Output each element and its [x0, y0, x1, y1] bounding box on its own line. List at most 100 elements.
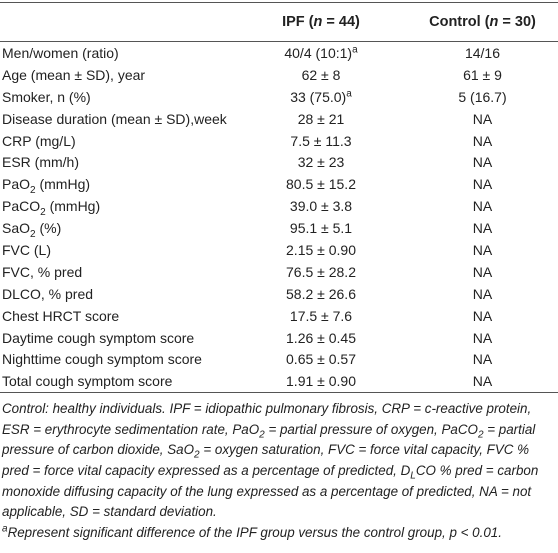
- text-run: NA: [472, 132, 493, 149]
- cell: 95.1 ± 5.1: [235, 217, 407, 239]
- text-run: NA: [472, 263, 493, 280]
- row-label: Daytime cough symptom score: [0, 327, 235, 349]
- text-run: 80.5 ± 15.2: [286, 176, 356, 193]
- sub-text: 2: [477, 429, 484, 441]
- text-run: Control (: [429, 14, 490, 30]
- text-run: CO % pred = carbon monoxide diffusing ca…: [2, 463, 539, 520]
- text-run: FVC (L): [2, 241, 51, 258]
- sub-text: 2: [30, 228, 36, 240]
- sup-text: a: [2, 523, 8, 535]
- row-label: PaCO2 (mmHg): [0, 195, 235, 217]
- sub-text: L: [410, 470, 416, 482]
- text-run: Represent significant difference of the …: [7, 524, 502, 540]
- text-run: NA: [472, 220, 493, 237]
- table-row: Chest HRCT score 17.5 ± 7.6 NA: [0, 305, 558, 327]
- row-label: CRP (mg/L): [0, 130, 235, 152]
- text-run: PaCO: [2, 198, 41, 215]
- text-run: (mmHg): [45, 198, 101, 215]
- sub-text: 2: [259, 429, 265, 441]
- cell: 5 (16.7): [407, 86, 558, 108]
- table-row: ESR (mm/h) 32 ± 23 NA: [0, 151, 558, 173]
- cell: 2.15 ± 0.90: [235, 239, 407, 261]
- sup-text: a: [346, 88, 352, 100]
- cell: 61 ± 9: [407, 64, 558, 86]
- table-row: SaO2 (%) 95.1 ± 5.1 NA: [0, 217, 558, 239]
- italic-text: n: [313, 14, 323, 30]
- cell: NA: [407, 217, 558, 239]
- text-run: Smoker, n (%): [2, 88, 91, 105]
- cell: 58.2 ± 26.6: [235, 283, 407, 305]
- cell: 62 ± 8: [235, 64, 407, 86]
- text-run: NA: [472, 285, 493, 302]
- text-run: Nighttime cough symptom score: [2, 351, 202, 368]
- text-run: = partial pressure of oxygen, PaCO: [264, 421, 478, 437]
- text-run: CRP (mg/L): [2, 132, 76, 149]
- text-run: 2.15 ± 0.90: [286, 241, 356, 258]
- cell: 80.5 ± 15.2: [235, 173, 407, 195]
- cell: 33 (75.0)a: [235, 86, 407, 108]
- header-cell: IPF (n = 44): [235, 3, 407, 42]
- row-label: FVC (L): [0, 239, 235, 261]
- cell: 32 ± 23: [235, 151, 407, 173]
- row-label: Men/women (ratio): [0, 42, 235, 64]
- sub-text: 2: [40, 206, 46, 218]
- text-run: 7.5 ± 11.3: [290, 132, 352, 149]
- cell: 28 ± 21: [235, 108, 407, 130]
- text-run: 5 (16.7): [458, 88, 507, 105]
- text-run: DLCO, % pred: [2, 285, 94, 302]
- table-row: FVC, % pred 76.5 ± 28.2 NA: [0, 261, 558, 283]
- sub-text: 2: [30, 185, 36, 197]
- table-header: IPF (n = 44) Control (n = 30): [0, 2, 558, 42]
- text-run: NA: [472, 329, 493, 346]
- cell: 17.5 ± 7.6: [235, 305, 407, 327]
- sub-text: 2: [194, 450, 200, 462]
- data-table: IPF (n = 44) Control (n = 30) Men/women (…: [0, 2, 558, 393]
- cell: NA: [407, 283, 558, 305]
- text-run: Disease duration (mean ± SD),week: [2, 110, 227, 127]
- text-run: IPF (: [282, 14, 314, 30]
- table-body: Men/women (ratio) 40/4 (10:1)a 14/16 Age (m…: [0, 42, 558, 393]
- cell: 7.5 ± 11.3: [235, 130, 407, 152]
- text-run: 14/16: [464, 44, 501, 61]
- text-run: = 44): [322, 14, 360, 30]
- text-run: Total cough symptom score: [2, 373, 173, 390]
- cell: 39.0 ± 3.8: [235, 195, 407, 217]
- header-cell: [0, 3, 235, 42]
- text-run: NA: [472, 154, 493, 171]
- text-run: NA: [472, 241, 493, 258]
- text-run: (%): [35, 220, 62, 237]
- text-run: Age (mean ± SD), year: [2, 66, 146, 83]
- cell: NA: [407, 305, 558, 327]
- italic-text: n: [489, 14, 499, 30]
- footnote: aRepresent significant difference of the…: [2, 523, 556, 544]
- text-run: = oxygen saturation, FVC = force vital c…: [2, 442, 530, 479]
- text-run: NA: [472, 373, 493, 390]
- table-row: Age (mean ± SD), year 62 ± 8 61 ± 9: [0, 64, 558, 86]
- cell: NA: [407, 108, 558, 130]
- cell: 40/4 (10:1)a: [235, 42, 407, 64]
- cell: NA: [407, 327, 558, 349]
- cell: 1.26 ± 0.45: [235, 327, 407, 349]
- table-row: FVC (L) 2.15 ± 0.90 NA: [0, 239, 558, 261]
- cell: NA: [407, 348, 558, 370]
- text-run: NA: [472, 351, 493, 368]
- text-run: 40/4 (10:1): [284, 44, 353, 61]
- text-run: 62 ± 8: [301, 66, 341, 83]
- table-row: Men/women (ratio) 40/4 (10:1)a 14/16: [0, 42, 558, 64]
- row-label: DLCO, % pred: [0, 283, 235, 305]
- text-run: = partial pressure of carbon dioxide, Sa…: [2, 421, 536, 458]
- cell: NA: [407, 261, 558, 283]
- row-label: FVC, % pred: [0, 261, 235, 283]
- footnote: Control: healthy individuals. IPF = idio…: [2, 399, 556, 523]
- text-run: NA: [472, 198, 493, 215]
- text-run: Men/women (ratio): [2, 44, 119, 61]
- table-row: Total cough symptom score 1.91 ± 0.90 NA: [0, 370, 558, 393]
- text-run: 58.2 ± 26.6: [286, 285, 356, 302]
- cell: NA: [407, 195, 558, 217]
- table-row: Nighttime cough symptom score 0.65 ± 0.57…: [0, 348, 558, 370]
- text-run: NA: [472, 307, 493, 324]
- row-label: ESR (mm/h): [0, 151, 235, 173]
- cell: 1.91 ± 0.90: [235, 370, 407, 392]
- text-run: 39.0 ± 3.8: [289, 198, 353, 215]
